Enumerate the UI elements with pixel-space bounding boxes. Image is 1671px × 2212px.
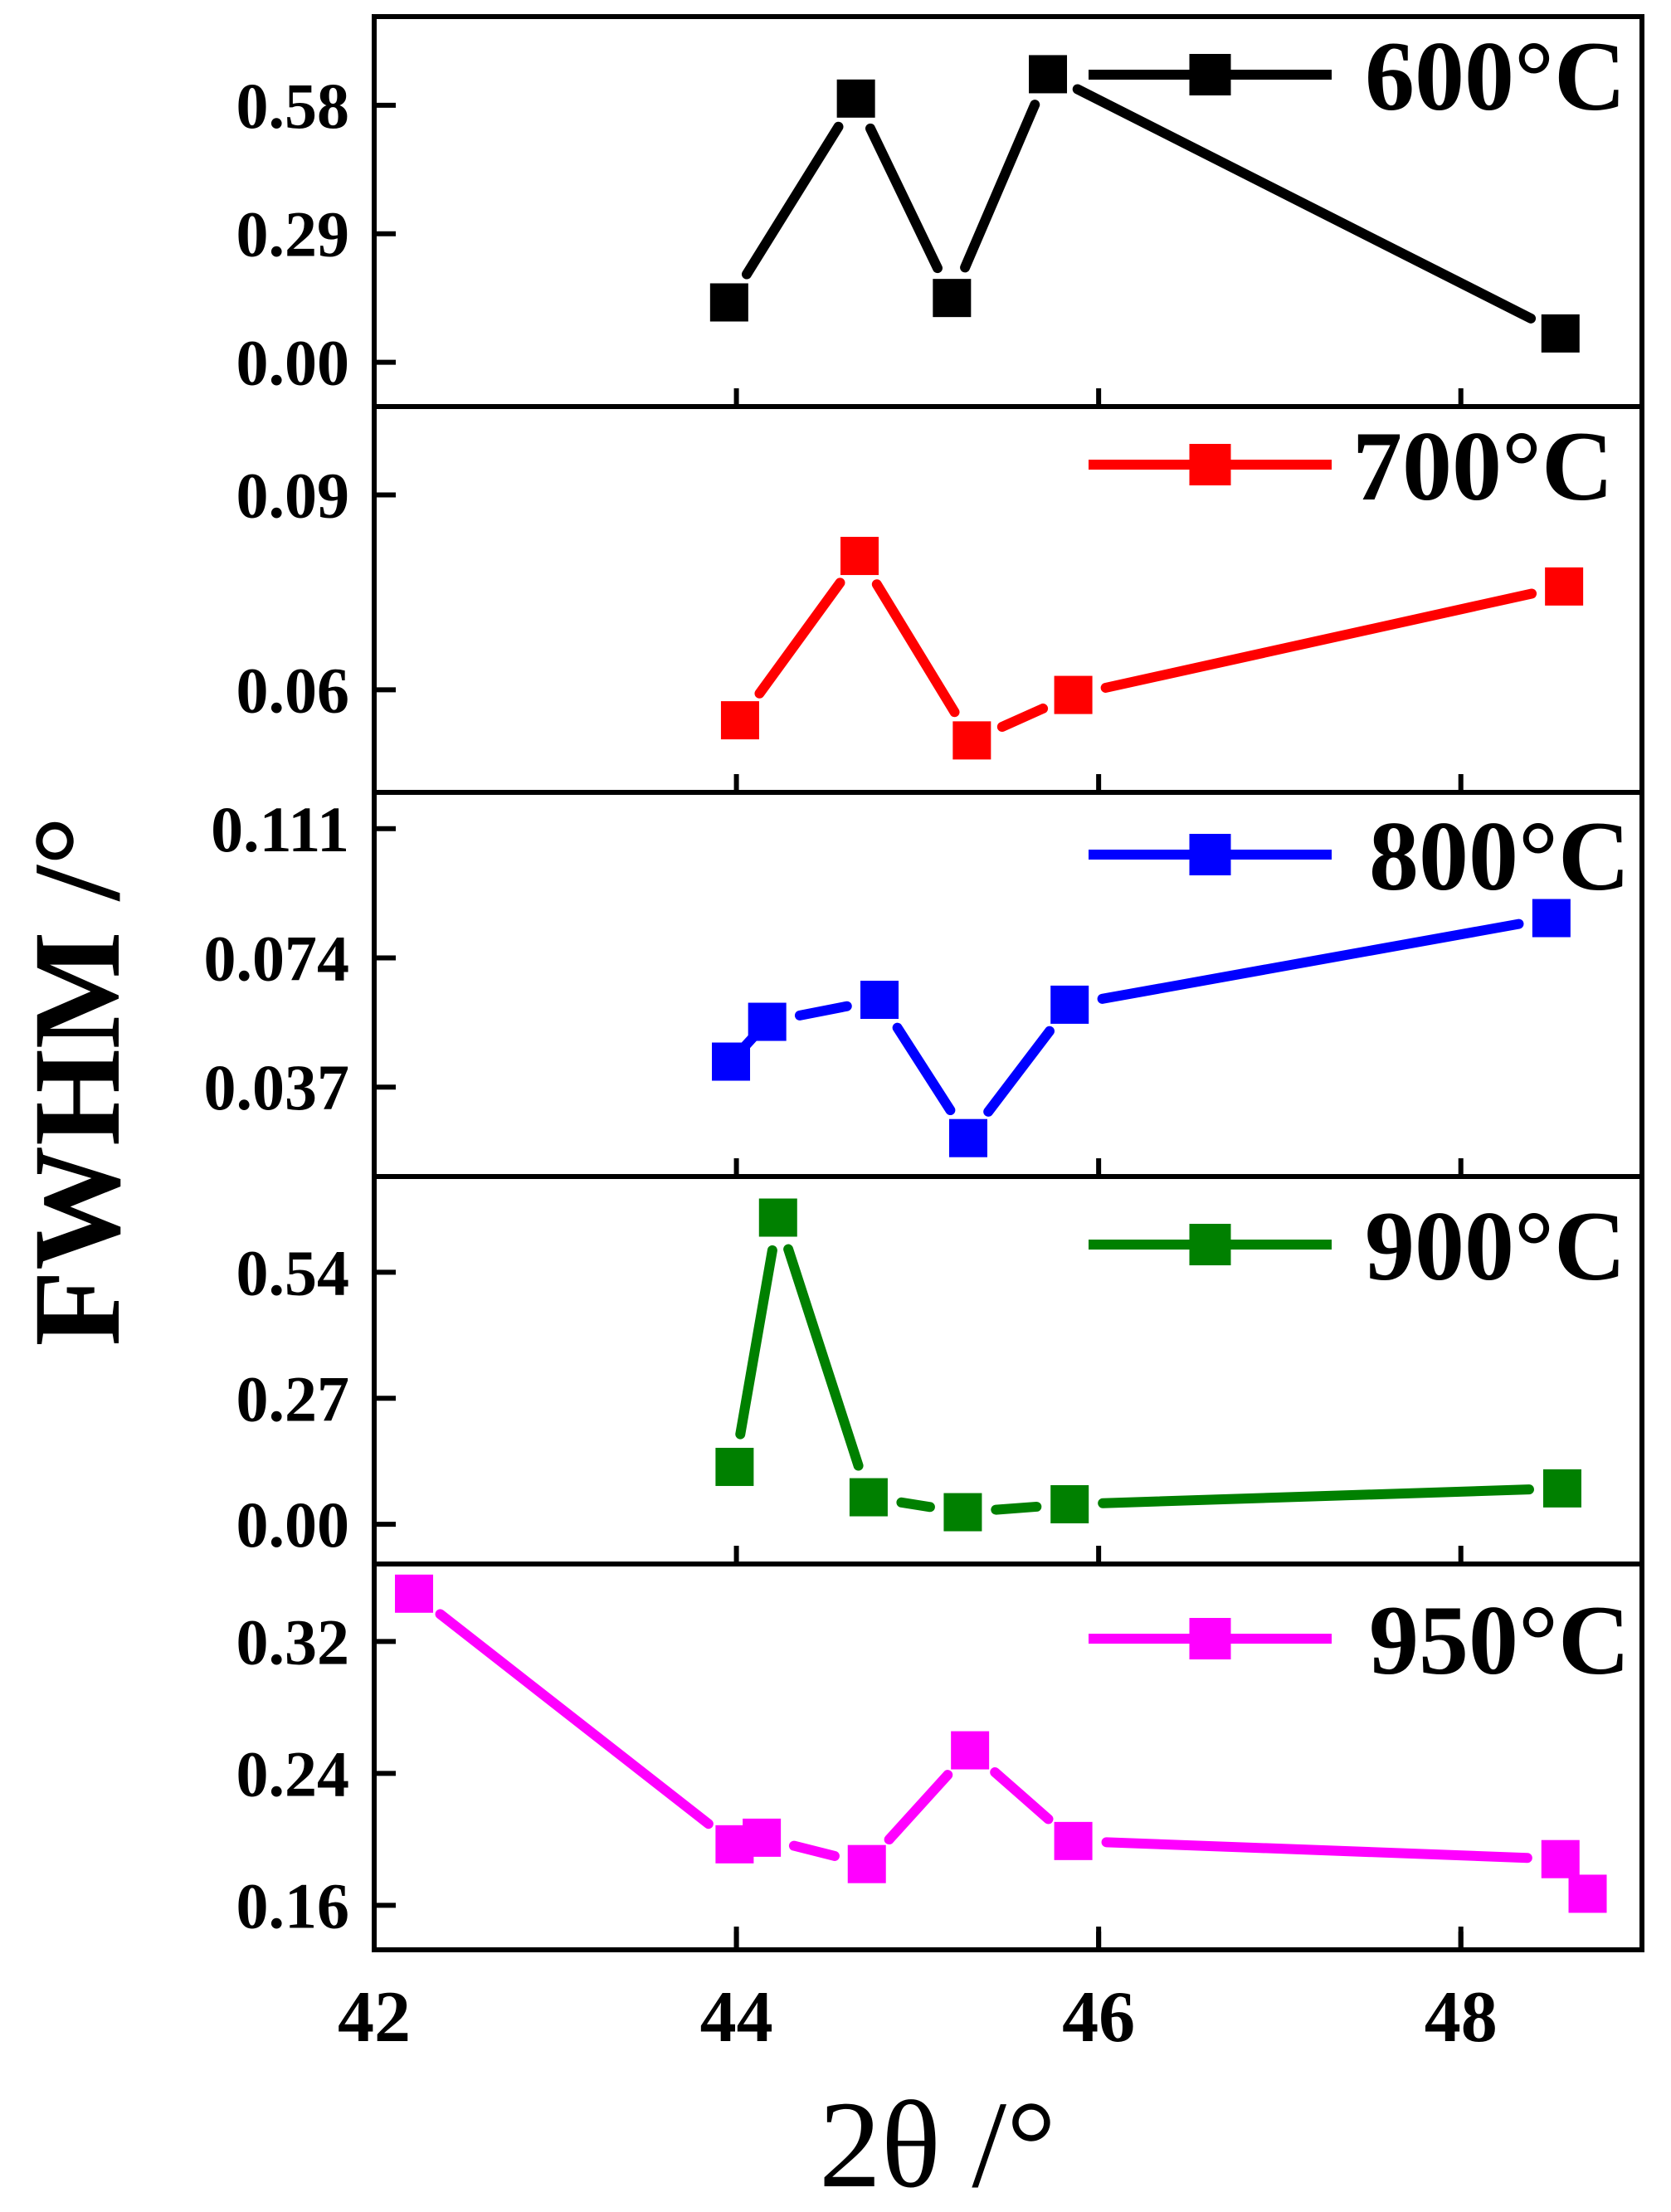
y-axis-label: FWHM /° [8,816,146,1346]
series-line-segment [754,577,845,699]
y-tick-label: 0.29 [236,198,350,270]
data-point [948,1118,987,1157]
series-line-segment [892,1022,956,1116]
x-tick-label: 48 [1425,1977,1498,2058]
legend-label: 600°C [1365,21,1626,131]
series-line-segment [996,703,1049,733]
x-tick-label: 46 [1062,1977,1135,2058]
data-point [1054,675,1093,714]
y-tick-label: 0.037 [204,1051,350,1123]
data-point [1542,1469,1581,1508]
panel-1: 0.06 0.09 700°C [236,404,1644,795]
legend-label: 900°C [1365,1191,1626,1301]
x-tick-label: 44 [700,1977,773,2058]
legend-label: 700°C [1352,411,1614,521]
series-line-segment [865,123,943,274]
series-line-segment [960,100,1040,273]
data-point [1541,314,1580,353]
series-line-segment [990,1766,1054,1825]
panel-3: 0.00 0.27 0.54 900°C [236,1174,1644,1566]
data-point [849,1478,888,1517]
data-point [840,537,879,576]
panel-frame [372,1562,1644,1952]
legend-marker [1189,1224,1231,1265]
series-line-segment [735,1245,777,1440]
y-tick-label: 0.111 [211,793,349,865]
data-point [836,79,875,118]
series-line-segment [794,1001,852,1021]
data-point [712,1042,751,1081]
series-line-segment [1100,588,1537,693]
data-point [1054,1821,1093,1860]
y-tick-label: 0.58 [236,70,350,142]
y-tick-label: 0.00 [236,327,350,399]
series-line-segment [983,1026,1055,1117]
x-axis-label: 2θ /° [819,2076,1056,2212]
series-line-segment [435,1609,714,1830]
series-line-segment [871,579,960,718]
legend-marker [1189,444,1231,485]
panels: 0.00 0.29 0.58 600°C 0.06 0.09 700°C 0.037 0.074… [204,14,1644,1952]
y-tick-label: 0.54 [236,1236,350,1308]
data-point [1541,1839,1580,1878]
data-point [709,283,748,322]
y-tick-label: 0.24 [236,1737,350,1810]
data-point [1568,1874,1607,1913]
series-line-segment [1101,1837,1532,1864]
data-point [943,1493,982,1532]
y-tick-label: 0.09 [236,459,350,531]
data-point [743,1818,782,1857]
data-point [951,1731,990,1770]
data-point [847,1844,886,1883]
series-line-segment [1098,1484,1534,1508]
x-axis: 42 44 46 48 [338,1927,1498,2058]
legend-label: 950°C [1369,1585,1630,1695]
data-point [748,1002,787,1041]
data-point [395,1574,434,1613]
series-line-segment [991,1501,1042,1515]
data-point [933,279,972,318]
panel-4: 0.16 0.24 0.32 950°C [236,1562,1644,1952]
y-tick-label: 0.00 [236,1488,350,1561]
legend-marker [1189,1618,1231,1659]
panel-2: 0.037 0.074 0.111 800°C [204,790,1644,1179]
legend-marker [1189,834,1231,875]
legend-label: 800°C [1369,801,1630,911]
y-tick-label: 0.074 [204,923,350,995]
data-point [1050,985,1089,1024]
panel-0: 0.00 0.29 0.58 600°C [236,14,1644,409]
y-tick-label: 0.32 [236,1605,350,1678]
series-line-segment [1097,918,1524,1004]
series-line-segment [1072,84,1537,324]
data-point [758,1198,797,1237]
data-point [1050,1484,1089,1523]
legend-marker [1189,54,1231,95]
series-line-segment [896,1497,935,1513]
data-point [1029,55,1068,94]
y-tick-label: 0.27 [236,1362,350,1435]
series-line-segment [741,121,844,280]
data-point [1532,899,1571,938]
data-point [715,1447,754,1486]
data-point [720,701,759,740]
y-tick-label: 0.06 [236,654,350,726]
data-point [952,721,991,760]
data-point [1545,567,1584,606]
series-line-segment [783,1244,864,1471]
data-point [860,981,899,1020]
x-tick-label: 42 [338,1977,411,2058]
y-tick-label: 0.16 [236,1869,350,1942]
series-line-segment [788,1840,840,1861]
series-line-segment [884,1770,953,1845]
